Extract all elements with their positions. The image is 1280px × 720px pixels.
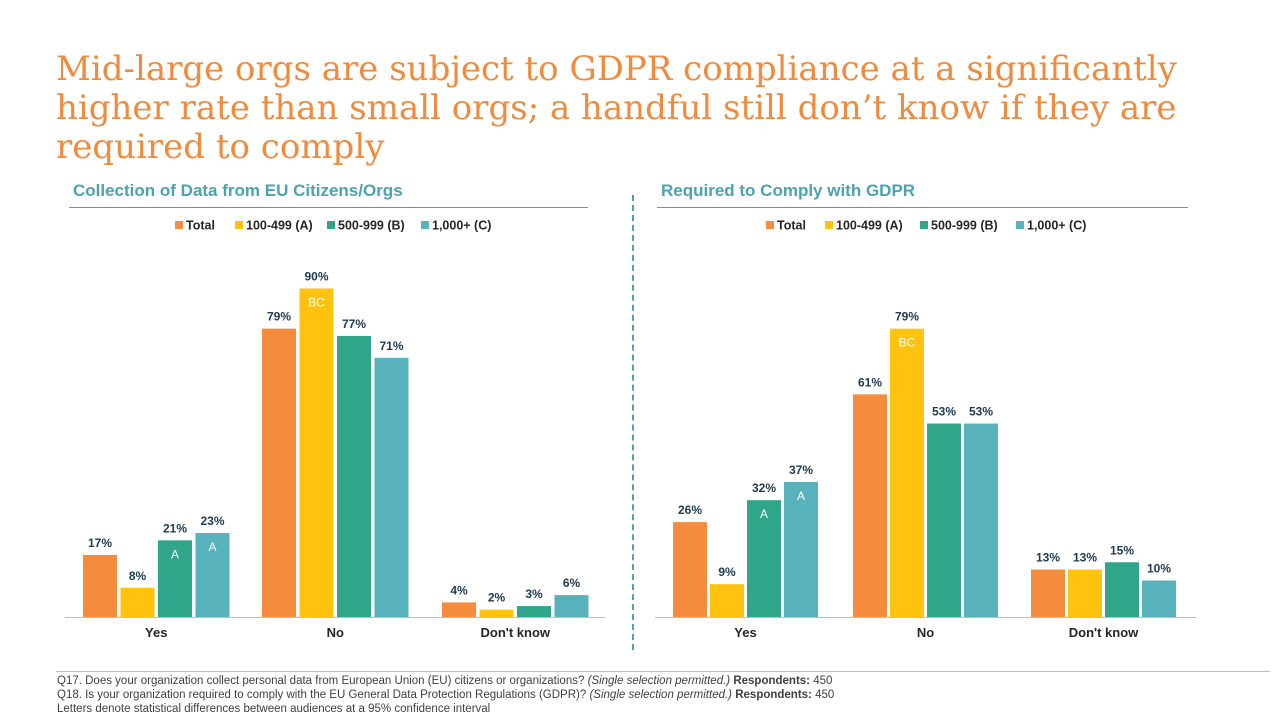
chart-1-data-label-yes-1-000-c: 23% [200, 514, 224, 528]
chart-2-data-label-don-t-know-500-999-b: 15% [1110, 543, 1134, 557]
chart-1-bar-no-500-999-b [337, 335, 371, 617]
chart-1-sig-letter-yes-1-000-c: A [208, 540, 216, 554]
chart-2-bar-no-100-499-a [890, 328, 924, 617]
chart-2-bar-don-t-know-100-499-a [1068, 569, 1102, 617]
chart-2-legend-swatch-total [766, 221, 774, 229]
chart-2-legend-label-total: Total [777, 219, 806, 233]
footnote-q17-respondents-label: Respondents: [733, 675, 810, 687]
chart-1-title-underline [69, 207, 588, 208]
chart-2-data-label-yes-100-499-a: 9% [718, 565, 736, 579]
chart-1-data-label-no-total: 79% [267, 310, 291, 324]
chart-1-legend-label-total: Total [186, 219, 215, 233]
chart-1-data-label-don-t-know-1-000-c: 6% [563, 576, 581, 590]
chart-2-bar-yes-500-999-b [747, 500, 781, 617]
footnote-q18-note: (Single selection permitted.) [589, 689, 733, 701]
chart-2-legend-swatch-500-999-b [920, 221, 928, 229]
footnote-q17-respondents-value: 450 [813, 675, 833, 687]
chart-2-category-label-no: No [917, 625, 934, 640]
chart-2-category-label-yes: Yes [734, 625, 756, 640]
footer-divider [56, 671, 1270, 672]
panel-divider [632, 195, 634, 650]
chart-2-bar-no-500-999-b [927, 423, 961, 617]
footnote-q17: Q17. Does your organization collect pers… [57, 674, 834, 688]
chart-1-sig-letter-yes-500-999-b: A [171, 547, 179, 561]
chart-1-bar-no-total [262, 328, 296, 617]
chart-1-bar-no-100-499-a [299, 288, 334, 617]
chart-1-bar-yes-total [83, 554, 117, 617]
chart-2-data-label-yes-1-000-c: 37% [789, 463, 813, 477]
chart-1-bar-no-1-000-c [374, 357, 409, 617]
chart-1-data-label-no-500-999-b: 77% [342, 317, 366, 331]
chart-1-title: Collection of Data from EU Citizens/Orgs [73, 181, 403, 200]
chart-required-to-comply: Total 100-499 (A) 500-999 (B) 1,000+ (C) 26%… [655, 219, 1196, 640]
footnotes: Q17. Does your organization collect pers… [57, 674, 834, 716]
chart-2-bar-yes-100-499-a [710, 584, 744, 617]
chart-2-legend-swatch-1-000-c [1016, 221, 1024, 229]
footnote-q17-text: Q17. Does your organization collect pers… [57, 675, 585, 687]
chart-2-bar-no-1-000-c [964, 423, 998, 617]
footnote-q17-note: (Single selection permitted.) [587, 675, 731, 687]
footnote-q18: Q18. Is your organization required to co… [57, 688, 834, 702]
chart-2-data-label-no-total: 61% [858, 375, 882, 389]
chart-2-legend-swatch-100-499-a [825, 221, 833, 229]
chart-2-bar-yes-total [673, 522, 707, 617]
footnote-q18-text: Q18. Is your organization required to co… [57, 689, 587, 701]
footnote-q18-respondents-value: 450 [815, 689, 835, 701]
chart-2-category-label-don-t-know: Don't know [1069, 625, 1139, 640]
chart-1-bar-yes-1-000-c [195, 533, 230, 617]
chart-2-data-label-yes-500-999-b: 32% [752, 481, 776, 495]
chart-1-category-label-no: No [327, 625, 344, 640]
footnote-significance: Letters denote statistical differences b… [57, 703, 491, 715]
chart-2-data-label-no-1-000-c: 53% [969, 405, 993, 419]
chart-1-sig-letter-no-100-499-a: BC [308, 296, 325, 310]
page-title: Mid-large orgs are subject to GDPR compl… [56, 49, 1177, 167]
chart-2-sig-letter-no-100-499-a: BC [899, 336, 916, 350]
chart-2-bar-don-t-know-1-000-c [1142, 580, 1176, 617]
chart-1-legend-label-500-999-b: 500-999 (B) [338, 219, 405, 233]
chart-2-data-label-no-100-499-a: 79% [895, 310, 919, 324]
chart-1-data-label-yes-total: 17% [88, 536, 112, 550]
chart-1-data-label-yes-500-999-b: 21% [163, 521, 187, 535]
chart-2-bar-yes-1-000-c [784, 481, 818, 617]
chart-2-data-label-yes-total: 26% [678, 503, 702, 517]
chart-2-bar-no-total [853, 394, 887, 617]
chart-1-legend-swatch-100-499-a [235, 221, 243, 229]
chart-1-data-label-don-t-know-total: 4% [450, 583, 468, 597]
chart-1-bar-don-t-know-100-499-a [479, 609, 514, 617]
chart-2-bar-don-t-know-500-999-b [1105, 562, 1139, 617]
chart-1-bar-don-t-know-1-000-c [554, 595, 589, 617]
chart-1-bar-yes-100-499-a [120, 587, 155, 617]
chart-2-legend-label-1-000-c: 1,000+ (C) [1027, 219, 1086, 233]
chart-2-title: Required to Comply with GDPR [661, 181, 916, 200]
chart-1-data-label-no-100-499-a: 90% [304, 270, 328, 284]
chart-1-legend-swatch-1-000-c [421, 221, 429, 229]
chart-1-data-label-no-1-000-c: 71% [379, 339, 403, 353]
chart-2-sig-letter-yes-1-000-c: A [797, 489, 805, 503]
chart-1-bar-yes-500-999-b [158, 540, 192, 617]
chart-1-data-label-don-t-know-500-999-b: 3% [525, 587, 543, 601]
chart-1-legend-label-1-000-c: 1,000+ (C) [432, 219, 491, 233]
chart-1-bar-don-t-know-500-999-b [517, 606, 551, 617]
chart-2-legend-label-500-999-b: 500-999 (B) [931, 219, 998, 233]
chart-1-category-label-yes: Yes [145, 625, 167, 640]
chart-2-title-underline [657, 207, 1188, 208]
chart-1-legend-swatch-500-999-b [327, 221, 335, 229]
chart-1-legend-label-100-499-a: 100-499 (A) [246, 219, 313, 233]
chart-2-sig-letter-yes-500-999-b: A [760, 507, 768, 521]
chart-2-bar-don-t-know-total [1031, 569, 1065, 617]
chart-2-data-label-don-t-know-1-000-c: 10% [1147, 562, 1171, 576]
chart-2-data-label-don-t-know-100-499-a: 13% [1073, 551, 1097, 565]
chart-1-category-label-don-t-know: Don't know [480, 625, 550, 640]
chart-2-data-label-don-t-know-total: 13% [1036, 551, 1060, 565]
chart-1-data-label-yes-100-499-a: 8% [129, 569, 147, 583]
chart-1-bar-don-t-know-total [442, 602, 476, 617]
chart-2-data-label-no-500-999-b: 53% [932, 405, 956, 419]
chart-collection-of-data: Total 100-499 (A) 500-999 (B) 1,000+ (C) 17%… [65, 219, 605, 640]
footnote-q18-respondents-label: Respondents: [735, 689, 812, 701]
chart-2-legend-label-100-499-a: 100-499 (A) [836, 219, 903, 233]
chart-1-legend-swatch-total [175, 221, 183, 229]
chart-1-data-label-don-t-know-100-499-a: 2% [488, 591, 506, 605]
